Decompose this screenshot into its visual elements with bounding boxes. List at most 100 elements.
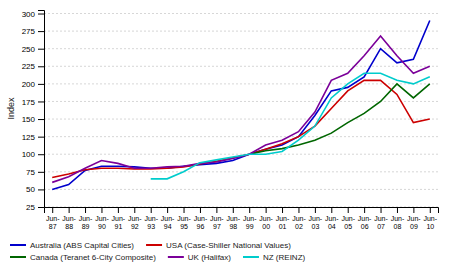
x-tick: Jun-91 (112, 207, 126, 230)
x-tick: Jun-96 (194, 207, 208, 230)
y-tick-label: 50 (26, 185, 35, 194)
y-tick: 200 (22, 80, 44, 89)
x-axis: Jun-87Jun-88Jun-89Jun-90Jun-91Jun-92Jun-… (45, 207, 439, 230)
y-tick: 25 (26, 203, 44, 212)
y-tick-label: 225 (22, 62, 36, 71)
legend: Australia (ABS Capital Cities)USA (Case-… (10, 241, 306, 262)
y-tick: 50 (26, 185, 44, 194)
x-tick: Jun-08 (391, 207, 405, 230)
x-tick-mark (266, 207, 267, 213)
y-tick-label: 25 (26, 203, 35, 212)
legend-swatch (146, 244, 162, 246)
y-tick: 300 (22, 10, 44, 19)
x-tick-mark (381, 207, 382, 213)
y-tick: 100 (22, 150, 44, 159)
y-tick-label: 300 (22, 10, 36, 19)
x-tick-mark (397, 207, 398, 213)
x-tick-mark (413, 207, 414, 213)
y-tick-label: 75 (26, 168, 35, 177)
y-axis-line (38, 11, 45, 208)
x-tick-mark (216, 207, 217, 213)
y-tick: 250 (22, 45, 44, 54)
x-tick-mark (69, 207, 70, 213)
legend-swatch (10, 256, 26, 258)
x-tick-mark (298, 207, 299, 213)
y-tick: 125 (22, 133, 44, 142)
x-tick-label: Jun-92 (128, 215, 142, 230)
legend-label: Canada (Teranet 6-City Composite) (30, 253, 156, 262)
x-tick: Jun-89 (79, 207, 93, 230)
x-tick-label: Jun-02 (292, 215, 306, 230)
legend-swatch (243, 256, 259, 258)
x-tick-label: Jun-96 (194, 215, 208, 230)
y-tick-label: 125 (22, 133, 36, 142)
x-tick-label: Jun-87 (46, 215, 60, 230)
y-axis: 255075100125150175200225250275300 (22, 10, 45, 212)
x-tick-label: Jun-04 (325, 215, 339, 230)
legend-item: Australia (ABS Capital Cities) (10, 241, 134, 250)
grid-line (44, 189, 438, 190)
x-tick: Jun-09 (407, 207, 421, 230)
plot: 255075100125150175200225250275300Jun-87J… (22, 10, 439, 230)
x-tick: Jun-93 (144, 207, 158, 230)
grid-line (44, 119, 438, 120)
x-tick-mark (118, 207, 119, 213)
x-tick-label: Jun-89 (79, 215, 93, 230)
y-tick-mark (38, 119, 44, 120)
x-tick-mark (331, 207, 332, 213)
chart-container: Australia (ABS Capital Cities)USA (Case-… (0, 0, 450, 267)
y-tick-mark (38, 31, 44, 32)
x-tick: Jun-04 (325, 207, 339, 230)
x-tick: Jun-06 (358, 207, 372, 230)
series-line (151, 73, 430, 179)
legend-swatch (168, 256, 184, 258)
y-tick-mark (38, 172, 44, 173)
x-tick-label: Jun-09 (407, 215, 421, 230)
y-tick: 150 (22, 115, 44, 124)
x-tick-label: Jun-93 (144, 215, 158, 230)
x-tick-mark (348, 207, 349, 213)
x-tick-label: Jun-88 (62, 215, 76, 230)
x-tick-mark (184, 207, 185, 213)
x-tick-label: Jun-91 (112, 215, 126, 230)
y-tick-mark (38, 154, 44, 155)
x-tick-label: Jun-90 (95, 215, 109, 230)
x-tick-label: Jun-10 (423, 215, 437, 230)
y-tick-label: 100 (22, 150, 36, 159)
x-tick: Jun-87 (46, 207, 60, 230)
legend-label: UK (Halifax) (188, 253, 231, 262)
x-tick-mark (233, 207, 234, 213)
series-line (249, 84, 430, 154)
x-tick-mark (151, 207, 152, 213)
lines (52, 21, 430, 190)
series-line (52, 36, 430, 182)
x-tick-mark (85, 207, 86, 213)
grid-line (44, 83, 438, 84)
legend-label: Australia (ABS Capital Cities) (30, 241, 134, 250)
x-tick: Jun-97 (210, 207, 224, 230)
y-tick-mark (38, 66, 44, 67)
x-tick-mark (315, 207, 316, 213)
x-tick-label: Jun-94 (161, 215, 175, 230)
x-tick-label: Jun-06 (358, 215, 372, 230)
x-tick: Jun-02 (292, 207, 306, 230)
x-tick-mark (249, 207, 250, 213)
grid-line (44, 154, 438, 155)
x-tick: Jun-94 (161, 207, 175, 230)
legend-label: NZ (REINZ) (263, 253, 306, 262)
chart-svg: Australia (ABS Capital Cities)USA (Case-… (0, 0, 450, 267)
x-tick: Jun-95 (177, 207, 191, 230)
y-tick-label: 275 (22, 27, 36, 36)
x-tick-label: Jun-99 (243, 215, 257, 230)
y-axis-title: Index (6, 97, 16, 120)
x-tick: Jun-88 (62, 207, 76, 230)
x-tick: Jun-07 (374, 207, 388, 230)
x-tick: Jun-99 (243, 207, 257, 230)
legend-item: Canada (Teranet 6-City Composite) (10, 253, 156, 262)
x-tick: Jun-03 (309, 207, 323, 230)
y-tick-mark (38, 189, 44, 190)
x-tick: Jun-10 (423, 207, 437, 230)
x-tick-label: Jun-08 (391, 215, 405, 230)
legend-item: UK (Halifax) (168, 253, 231, 262)
legend-item: NZ (REINZ) (243, 253, 306, 262)
